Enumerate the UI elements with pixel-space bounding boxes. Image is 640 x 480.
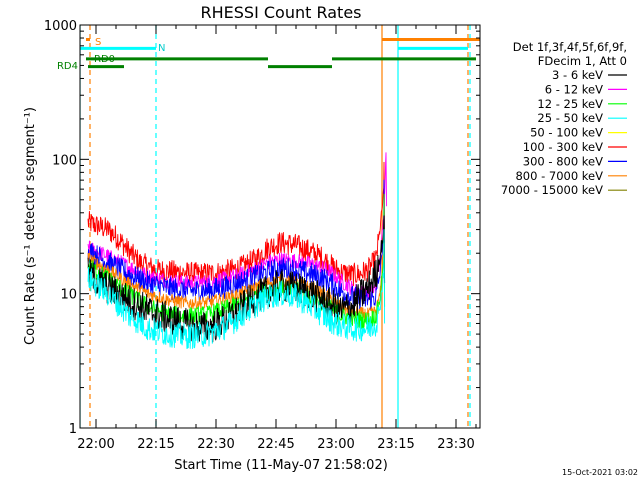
y-axis-label: Count Rate (s⁻¹ detector segment⁻¹) <box>23 107 38 345</box>
y-tick-label: 100 <box>52 153 77 168</box>
flag-label: N <box>158 43 165 54</box>
series-group <box>87 152 388 349</box>
series-line <box>87 179 386 310</box>
plot-frame <box>79 24 481 429</box>
series-line <box>87 215 386 344</box>
legend-entry-label: 6 - 12 keV <box>545 82 603 96</box>
x-tick-label: 22:30 <box>197 437 234 452</box>
x-axis-label: Start Time (11-May-07 21:58:02) <box>174 458 388 473</box>
x-tick-label: 23:30 <box>437 437 474 452</box>
x-tick-label: 23:15 <box>377 437 414 452</box>
legend: Det 1f,3f,4f,5f,6f,9f, FDecim 1, Att 0 3… <box>501 40 627 197</box>
y-tick-label: 1 <box>69 422 77 437</box>
chart-title: RHESSI Count Rates <box>201 3 362 22</box>
legend-entry-label: 12 - 25 keV <box>537 97 603 111</box>
flag-label: RD4 <box>57 61 78 72</box>
legend-entry-label: 300 - 800 keV <box>523 154 603 168</box>
legend-entry-label: 50 - 100 keV <box>530 126 603 140</box>
date-stamp: 15-Oct-2021 03:02 <box>562 468 638 477</box>
legend-header-line-2: FDecim 1, Att 0 <box>538 54 627 68</box>
legend-entry-label: 800 - 7000 keV <box>515 169 603 183</box>
legend-entry-label: 100 - 300 keV <box>523 140 603 154</box>
legend-header-line-1: Det 1f,3f,4f,5f,6f,9f, <box>513 40 627 54</box>
x-tick-label: 22:00 <box>77 437 114 452</box>
vertical-marker-lines <box>80 25 471 428</box>
legend-entry-label: 25 - 50 keV <box>537 111 603 125</box>
legend-entry-label: 3 - 6 keV <box>552 68 603 82</box>
legend-entry-label: 7000 - 15000 keV <box>501 183 603 197</box>
flag-label: RD0 <box>94 54 115 65</box>
series-line <box>87 229 386 349</box>
x-tick-label: 22:45 <box>257 437 294 452</box>
flag-label: S <box>95 37 101 48</box>
x-tick-label: 22:15 <box>137 437 174 452</box>
x-tick-label: 23:00 <box>317 437 354 452</box>
flag-lines: S N RD0 RD4 <box>57 37 480 72</box>
y-axis: 1 10 100 1000 <box>44 19 480 437</box>
y-tick-label: 10 <box>60 288 77 303</box>
y-tick-label: 1000 <box>44 19 77 34</box>
x-axis: 22:00 22:15 22:30 22:45 23:00 23:15 23:30 <box>77 25 477 452</box>
